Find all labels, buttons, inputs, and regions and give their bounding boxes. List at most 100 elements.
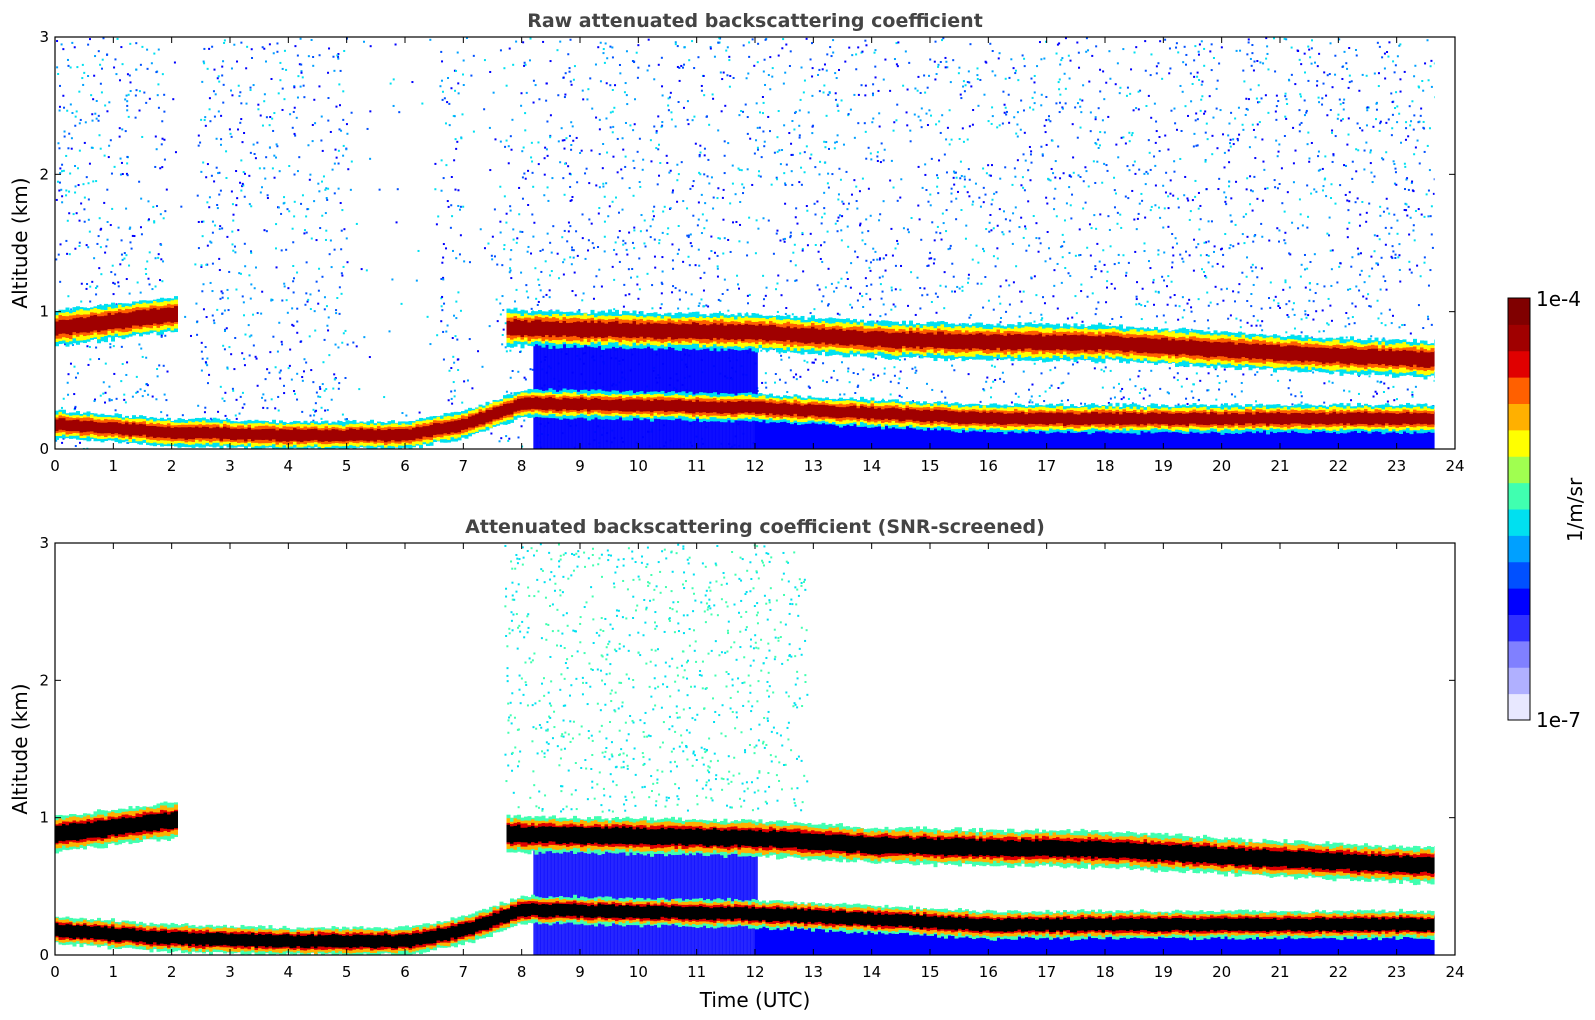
noise-speckle bbox=[1255, 97, 1258, 100]
noise-speckle bbox=[894, 264, 897, 267]
noise-speckle bbox=[126, 361, 129, 364]
noise-speckle bbox=[301, 410, 304, 413]
noise-speckle bbox=[281, 67, 284, 70]
noise-speckle bbox=[940, 238, 943, 241]
noise-speckle bbox=[1391, 245, 1394, 248]
noise-speckle bbox=[163, 393, 166, 396]
noise-speckle bbox=[338, 312, 341, 315]
noise-speckle bbox=[880, 297, 883, 300]
noise-speckle bbox=[890, 227, 893, 230]
noise-speckle bbox=[78, 244, 81, 247]
noise-speckle bbox=[1228, 180, 1231, 183]
noise-speckle bbox=[159, 213, 162, 216]
noise-speckle bbox=[963, 90, 966, 93]
noise-speckle bbox=[338, 382, 341, 385]
noise-speckle bbox=[442, 256, 445, 259]
noise-speckle bbox=[1144, 216, 1147, 219]
noise-speckle bbox=[847, 114, 850, 117]
noise-speckle bbox=[582, 98, 585, 101]
noise-speckle bbox=[698, 302, 701, 305]
panel-raw-heatmap bbox=[55, 37, 1455, 449]
noise-speckle bbox=[1144, 388, 1147, 391]
noise-speckle bbox=[859, 224, 862, 227]
noise-speckle bbox=[1122, 48, 1125, 51]
noise-speckle bbox=[872, 373, 875, 376]
noise-speckle bbox=[479, 228, 482, 231]
noise-speckle bbox=[527, 296, 530, 299]
noise-speckle bbox=[556, 49, 559, 52]
noise-speckle bbox=[971, 258, 974, 261]
noise-speckle bbox=[1236, 137, 1239, 140]
noise-speckle bbox=[984, 193, 987, 196]
noise-speckle bbox=[1147, 260, 1150, 263]
noise-speckle bbox=[1140, 304, 1143, 307]
noise-speckle bbox=[940, 390, 943, 393]
noise-speckle bbox=[231, 243, 234, 246]
noise-speckle bbox=[661, 283, 664, 286]
noise-speckle bbox=[1369, 151, 1372, 154]
noise-speckle bbox=[1045, 196, 1048, 199]
noise-speckle bbox=[1246, 108, 1249, 111]
noise-speckle bbox=[234, 251, 237, 254]
noise-speckle bbox=[349, 188, 352, 191]
noise-speckle bbox=[1285, 331, 1288, 334]
noise-speckle bbox=[1305, 316, 1308, 319]
noise-speckle bbox=[611, 200, 614, 203]
noise-speckle bbox=[917, 75, 920, 78]
noise-speckle bbox=[1354, 48, 1357, 51]
noise-speckle bbox=[767, 219, 770, 222]
noise-speckle bbox=[837, 281, 840, 284]
noise-speckle bbox=[1164, 321, 1167, 324]
noise-speckle bbox=[1053, 284, 1056, 287]
noise-speckle bbox=[78, 219, 81, 222]
noise-speckle bbox=[718, 41, 721, 44]
noise-speckle bbox=[621, 208, 624, 211]
noise-speckle bbox=[1155, 72, 1158, 75]
noise-speckle bbox=[742, 110, 745, 113]
noise-speckle bbox=[904, 50, 907, 53]
noise-speckle bbox=[1373, 175, 1376, 178]
noise-speckle bbox=[74, 405, 77, 408]
noise-speckle bbox=[60, 170, 63, 173]
noise-speckle bbox=[442, 276, 445, 279]
noise-speckle bbox=[972, 200, 975, 203]
noise-speckle bbox=[324, 238, 327, 241]
noise-speckle bbox=[1033, 362, 1036, 365]
noise-speckle bbox=[562, 177, 565, 180]
noise-speckle bbox=[1313, 188, 1316, 191]
noise-speckle bbox=[597, 212, 600, 215]
noise-speckle bbox=[1260, 222, 1263, 225]
noise-speckle bbox=[1308, 160, 1311, 163]
noise-speckle bbox=[986, 376, 989, 379]
noise-speckle bbox=[332, 55, 335, 58]
noise-speckle bbox=[236, 60, 239, 63]
noise-speckle bbox=[582, 292, 585, 295]
noise-speckle bbox=[557, 94, 560, 97]
noise-speckle bbox=[671, 291, 674, 294]
noise-speckle bbox=[434, 188, 437, 191]
noise-speckle bbox=[646, 272, 649, 275]
noise-speckle bbox=[774, 373, 777, 376]
noise-speckle bbox=[742, 44, 745, 47]
noise-speckle bbox=[1084, 166, 1087, 169]
noise-speckle bbox=[935, 123, 938, 126]
noise-speckle bbox=[1071, 316, 1074, 319]
noise-speckle bbox=[276, 350, 279, 353]
noise-speckle bbox=[146, 260, 149, 263]
noise-speckle bbox=[120, 161, 123, 164]
noise-speckle bbox=[239, 395, 242, 398]
noise-speckle bbox=[983, 250, 986, 253]
noise-speckle bbox=[876, 258, 879, 261]
noise-speckle bbox=[800, 183, 803, 186]
noise-speckle bbox=[296, 271, 299, 274]
noise-speckle bbox=[600, 285, 603, 288]
noise-speckle bbox=[488, 126, 491, 129]
noise-speckle bbox=[633, 229, 636, 232]
noise-speckle bbox=[807, 368, 810, 371]
noise-speckle bbox=[123, 393, 126, 396]
noise-speckle bbox=[763, 298, 766, 301]
noise-speckle bbox=[762, 70, 765, 73]
noise-speckle bbox=[323, 389, 326, 392]
noise-speckle bbox=[1363, 281, 1366, 284]
noise-speckle bbox=[127, 93, 130, 96]
